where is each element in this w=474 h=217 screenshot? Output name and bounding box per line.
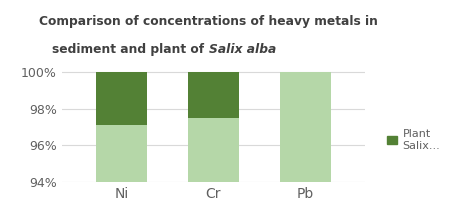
Bar (188, 118, 238, 182)
Text: Comparison of concentrations of heavy metals in: Comparison of concentrations of heavy me… (39, 15, 378, 28)
Text: sediment and plant of: sediment and plant of (52, 43, 209, 56)
Text: Salix alba: Salix alba (209, 43, 276, 56)
Bar (280, 72, 330, 182)
Bar (96, 125, 146, 182)
Legend: Plant
Salix...: Plant Salix... (383, 125, 445, 155)
Bar (96, 72, 146, 125)
Bar (188, 72, 238, 118)
